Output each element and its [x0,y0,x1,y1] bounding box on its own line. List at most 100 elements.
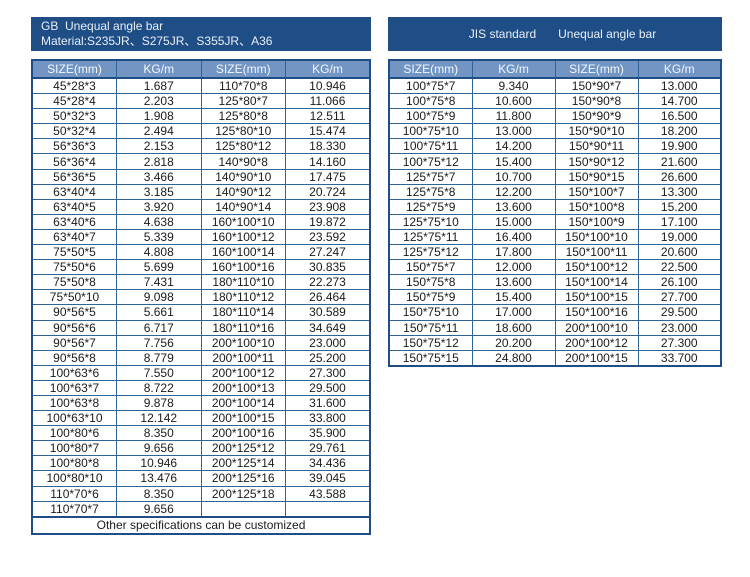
size-cell: 63*40*5 [31,198,117,215]
kg-cell: 13.476 [116,470,202,487]
size-cell: 180*110*12 [200,289,286,306]
size-cell: 150*100*8 [554,198,639,215]
size-cell: 56*36*4 [31,153,117,170]
size-cell: 63*40*6 [31,213,117,230]
size-cell: 100*75*10 [388,123,473,140]
size-cell: 125*75*12 [388,244,473,261]
kg-cell: 35.900 [285,425,371,442]
kg-cell: 7.550 [116,364,202,381]
kg-cell: 13.600 [471,274,556,291]
table-row: 63*40*4 3.185 140*90*12 20.724 [31,183,371,200]
size-cell: 125*75*10 [388,213,473,230]
size-cell: 90*56*5 [31,304,117,321]
kg-cell: 16.400 [471,228,556,246]
size-cell: 100*80*7 [31,440,117,457]
kg-cell: 26.100 [637,274,722,291]
table-row: 100*75*7 9.340 150*90*7 13.000 [388,77,722,95]
table-row: 100*80*7 9.656 200*125*12 29.761 [31,440,371,457]
size-cell: 150*100*14 [554,274,639,291]
kg-cell: 3.185 [116,183,202,200]
table-row: 125*75*8 12.200 150*100*7 13.300 [388,183,722,200]
gb-table-foot: Other specifications can be customized [31,515,371,535]
table-row: 150*75*12 20.200 200*100*12 27.300 [388,334,722,351]
kg-cell: 9.098 [116,289,202,306]
kg-cell: 15.000 [471,213,556,230]
size-cell: 90*56*7 [31,334,117,351]
kg-cell: 9.340 [471,77,556,95]
size-cell: 125*80*7 [200,93,286,110]
kg-cell: 14.200 [471,138,556,155]
size-cell: 150*90*9 [554,108,639,125]
size-cell: 140*90*14 [200,198,286,215]
table-row: 150*75*10 17.000 150*100*16 29.500 [388,304,722,321]
kg-cell: 15.200 [637,198,722,215]
kg-cell: 21.600 [637,153,722,170]
table-row: 150*75*9 15.400 150*100*15 27.700 [388,289,722,306]
kg-cell: 23.908 [285,198,371,215]
table-row: 63*40*7 5.339 160*100*12 23.592 [31,228,371,246]
kg-cell: 3.466 [116,168,202,185]
table-row: 125*75*11 16.400 150*100*10 19.000 [388,228,722,246]
kg-cell: 9.656 [116,500,202,518]
kg-cell: 30.589 [285,304,371,321]
size-cell: 180*110*16 [200,319,286,336]
table-row: 150*75*8 13.600 150*100*14 26.100 [388,274,722,291]
table-row: 100*80*6 8.350 200*100*16 35.900 [31,425,371,442]
size-cell: 160*100*16 [200,259,286,276]
size-cell: 140*90*12 [200,183,286,200]
size-cell: 100*75*12 [388,153,473,170]
jis-title-product: Unequal angle bar [558,26,657,41]
size-cell: 200*125*18 [200,485,286,502]
size-cell: 125*75*11 [388,228,473,246]
kg-cell: 19.000 [637,228,722,246]
size-cell: 150*90*15 [554,168,639,185]
kg-cell: 26.600 [637,168,722,185]
size-cell: 200*100*12 [200,364,286,381]
kg-cell: 17.000 [471,304,556,321]
size-cell: 125*80*12 [200,138,286,155]
jis-header-kg-1: KG/m [471,59,556,79]
kg-cell: 34.436 [285,455,371,472]
table-row: 125*75*10 15.000 150*100*9 17.100 [388,213,722,230]
size-cell: 200*100*11 [200,349,286,366]
table-row: 100*75*10 13.000 150*90*10 18.200 [388,123,722,140]
size-cell: 200*125*12 [200,440,286,457]
size-cell: 150*100*10 [554,228,639,246]
size-cell: 50*32*3 [31,108,117,125]
table-row: 125*75*9 13.600 150*100*8 15.200 [388,198,722,215]
size-cell: 200*100*12 [554,334,639,351]
size-cell: 45*28*3 [31,77,117,95]
gb-header-size-2: SIZE(mm) [200,59,286,79]
size-cell: 160*100*12 [200,228,286,246]
size-cell: 150*75*15 [388,349,473,367]
kg-cell: 24.800 [471,349,556,367]
size-cell: 160*100*14 [200,244,286,261]
jis-header-size-1: SIZE(mm) [388,59,473,79]
size-cell: 75*50*5 [31,244,117,261]
size-cell: 150*100*9 [554,213,639,230]
kg-cell: 29.500 [637,304,722,321]
kg-cell: 27.247 [285,244,371,261]
table-row: 100*80*8 10.946 200*125*14 34.436 [31,455,371,472]
kg-cell: 14.700 [637,93,722,110]
kg-cell: 20.600 [637,244,722,261]
size-cell: 140*90*8 [200,153,286,170]
size-cell [200,500,286,518]
size-cell: 200*100*15 [200,410,286,427]
size-cell: 45*28*4 [31,93,117,110]
table-row: 56*36*3 2.153 125*80*12 18.330 [31,138,371,155]
gb-panel: GB Unequal angle bar Material:S235JR、S27… [31,17,371,535]
table-row: 150*75*15 24.800 200*100*15 33.700 [388,349,722,367]
kg-cell: 12.511 [285,108,371,125]
table-row: 100*75*12 15.400 150*90*12 21.600 [388,153,722,170]
kg-cell: 17.800 [471,244,556,261]
jis-header-kg-2: KG/m [637,59,722,79]
kg-cell: 16.500 [637,108,722,125]
size-cell: 150*75*12 [388,334,473,351]
size-cell: 125*75*9 [388,198,473,215]
kg-cell: 17.475 [285,168,371,185]
kg-cell: 22.500 [637,259,722,276]
kg-cell: 1.687 [116,77,202,95]
kg-cell: 13.000 [637,77,722,95]
table-row: 45*28*3 1.687 110*70*8 10.946 [31,77,371,95]
